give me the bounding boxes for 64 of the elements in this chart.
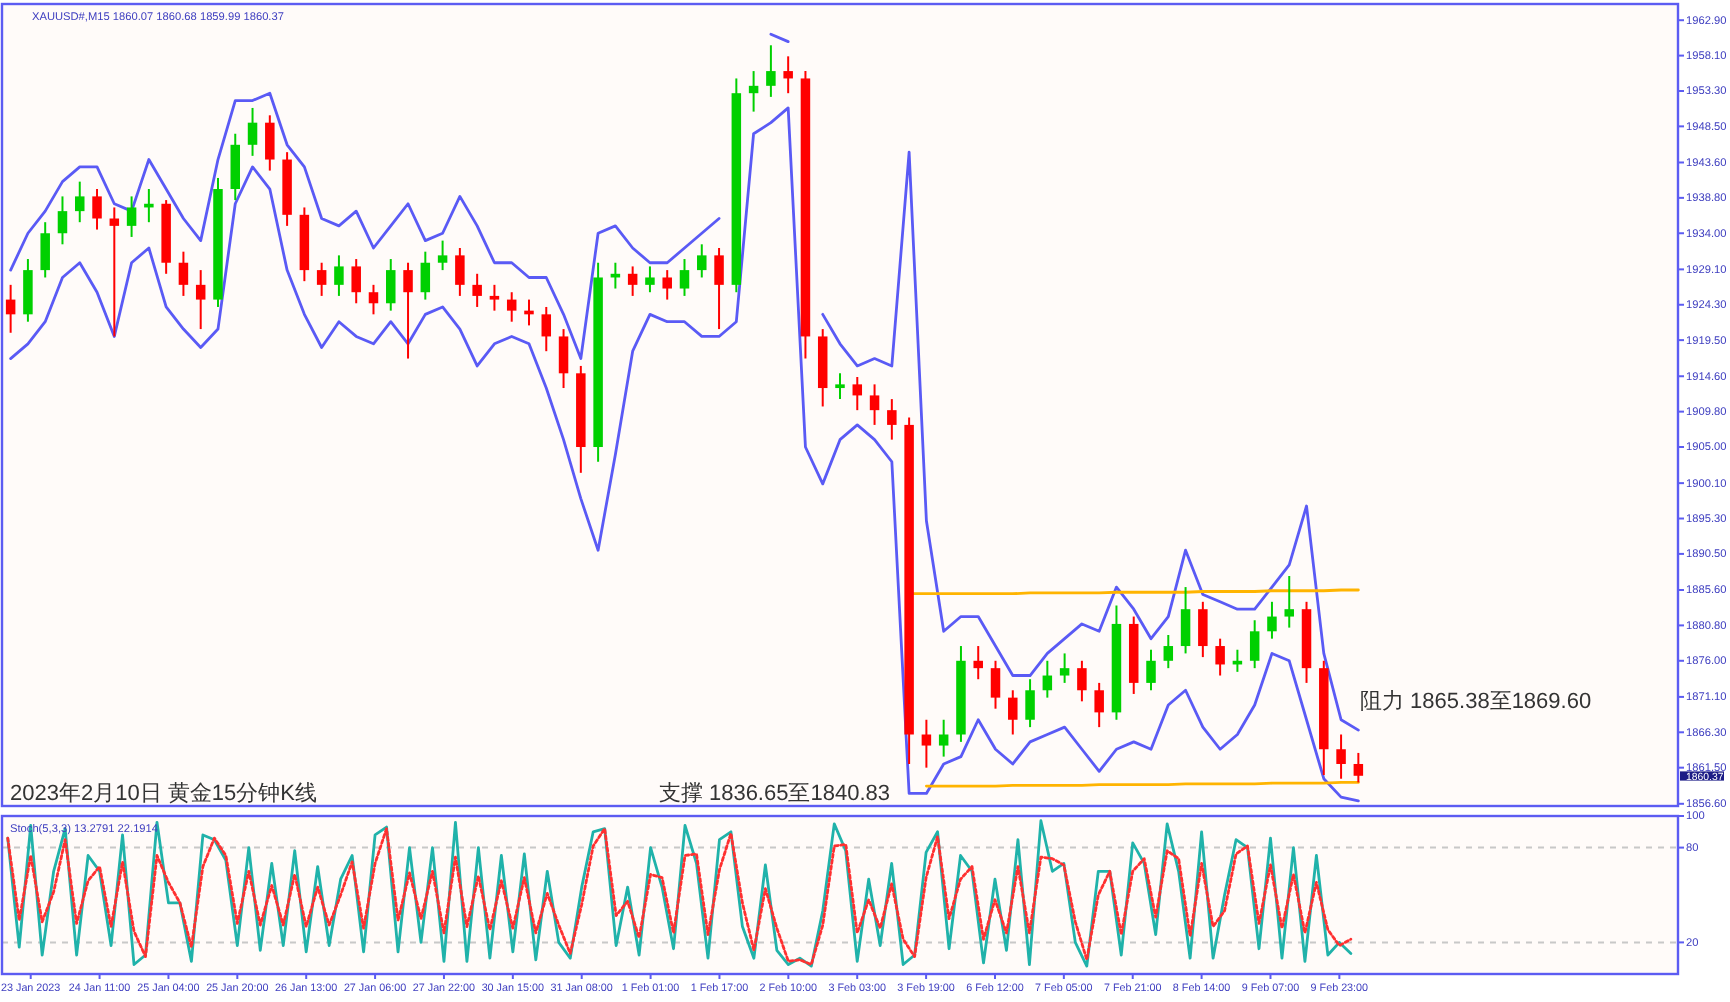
candlestick — [75, 180, 85, 224]
candlestick — [766, 44, 776, 98]
candlestick — [368, 283, 379, 316]
annotation: 阻力 1865.38至1869.60 — [1360, 688, 1592, 714]
candlestick — [783, 55, 793, 95]
candlestick — [472, 272, 482, 308]
candlestick — [1008, 689, 1018, 736]
candlestick — [1163, 633, 1174, 670]
candlestick — [697, 243, 707, 279]
candlestick — [1042, 659, 1053, 699]
candlestick — [23, 258, 33, 323]
candlestick — [455, 246, 465, 297]
candlestick — [386, 258, 396, 312]
candlestick — [748, 70, 759, 113]
candlestick — [5, 283, 16, 334]
candlestick — [1198, 600, 1208, 659]
candlestick — [489, 283, 500, 312]
text: 2023年2月10日 黄金15分钟K线 — [10, 780, 317, 806]
candlestick — [403, 261, 413, 360]
candlestick — [265, 114, 275, 172]
candlestick — [1059, 652, 1070, 684]
candlestick — [1025, 678, 1035, 729]
candlestick — [437, 239, 448, 272]
candlestick — [351, 258, 361, 305]
candlestick — [541, 305, 552, 353]
candlestick — [506, 291, 517, 323]
candlestick — [109, 206, 120, 338]
candlestick — [420, 250, 431, 301]
candlestick — [1094, 681, 1104, 729]
candlestick — [938, 718, 949, 758]
line-series — [9, 106, 1360, 803]
candlestick — [662, 269, 672, 301]
candlestick — [1077, 659, 1087, 703]
candlestick — [679, 258, 690, 297]
candlestick — [1353, 751, 1364, 784]
candlestick — [1146, 648, 1156, 692]
candlestick — [1284, 575, 1294, 629]
candlestick — [247, 106, 258, 157]
candlestick — [195, 269, 206, 331]
candlestick — [869, 383, 880, 426]
candlestick — [230, 132, 241, 202]
candlestick — [645, 265, 655, 294]
candlestick — [334, 254, 344, 297]
candlestick — [1336, 733, 1346, 780]
candlestick — [921, 718, 932, 769]
candlestick — [714, 246, 724, 331]
candlestick — [1215, 637, 1225, 677]
candlestick — [887, 398, 897, 441]
candlestick — [973, 645, 983, 681]
candlestick — [558, 328, 569, 390]
candlestick — [1267, 600, 1277, 640]
candlestick — [178, 250, 189, 297]
candlestick — [316, 261, 327, 297]
candlestick — [1249, 619, 1260, 670]
candlestick — [126, 195, 137, 238]
candlestick — [1180, 586, 1191, 655]
candlestick — [990, 659, 1001, 710]
candlestick — [92, 188, 102, 231]
candlestick — [852, 375, 863, 412]
annotation: 支撑 1836.65至1840.83 — [658, 780, 890, 806]
candlestick — [40, 221, 50, 279]
candlestick — [627, 265, 638, 297]
candlestick — [57, 195, 68, 246]
candlestick — [835, 372, 845, 401]
